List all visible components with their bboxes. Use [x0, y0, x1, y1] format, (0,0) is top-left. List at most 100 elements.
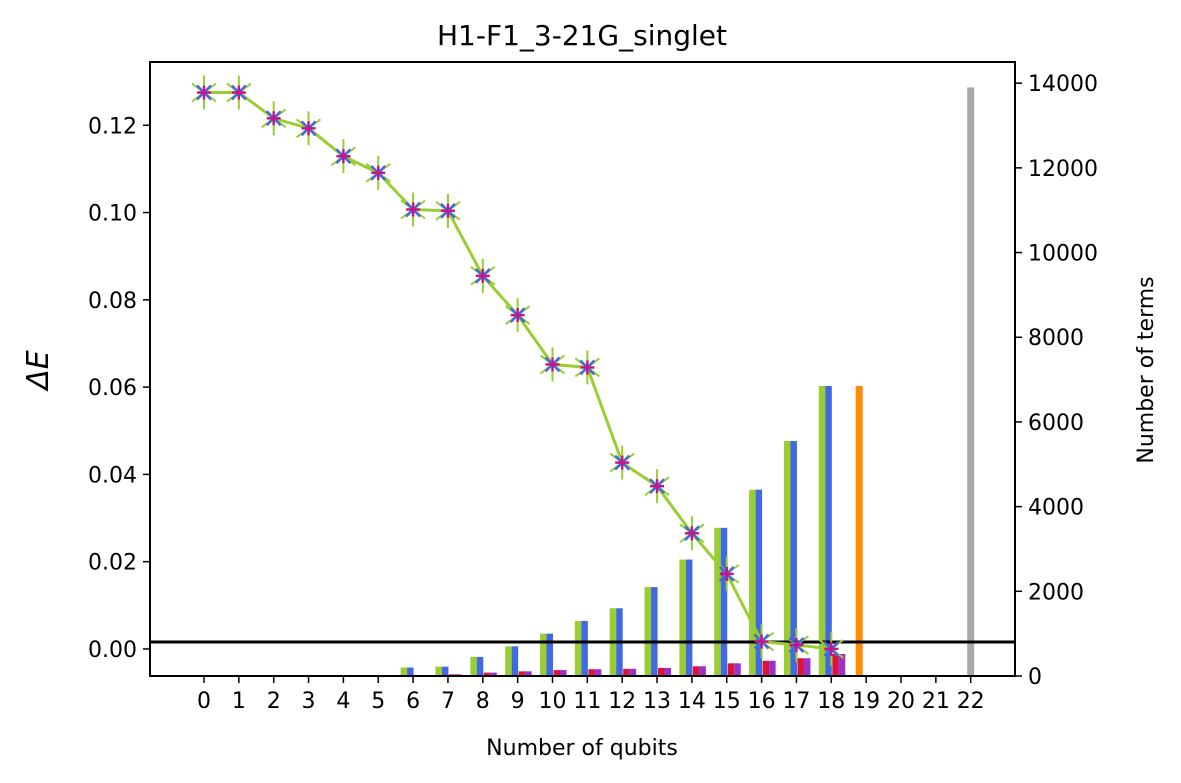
bar [714, 527, 721, 676]
bar [553, 670, 560, 676]
bar [692, 666, 700, 676]
bar [435, 666, 442, 676]
bar [797, 658, 804, 676]
x-tick-label: 9 [511, 689, 525, 714]
data-point [714, 556, 740, 591]
x-tick-label: 2 [267, 689, 281, 714]
x-axis-label: Number of qubits [486, 736, 678, 761]
data-point [783, 628, 810, 663]
bar [790, 440, 797, 676]
bar [783, 440, 791, 676]
bar [546, 633, 553, 676]
bar [967, 87, 975, 676]
bar [560, 670, 567, 676]
bar [762, 660, 770, 676]
x-tick-label: 22 [957, 689, 985, 714]
y-tick-label-right: 8000 [1028, 326, 1084, 351]
x-tick-label: 20 [887, 689, 915, 714]
data-point [818, 631, 844, 666]
x-tick-label: 18 [817, 689, 845, 714]
x-tick-label: 17 [782, 689, 810, 714]
x-tick-label: 4 [336, 689, 350, 714]
data-point [470, 258, 496, 293]
bar [505, 646, 512, 676]
x-tick-label: 3 [302, 689, 316, 714]
bar [832, 653, 839, 676]
data-point [295, 111, 322, 146]
bar [734, 663, 741, 676]
x-tick-label: 16 [748, 689, 776, 714]
x-tick-label: 19 [852, 689, 880, 714]
data-point [748, 624, 775, 659]
x-tick-label: 1 [232, 689, 246, 714]
y-tick-label-right: 12000 [1028, 157, 1098, 182]
bar [651, 587, 658, 676]
x-tick-label: 0 [197, 689, 211, 714]
bar [574, 620, 582, 676]
x-tick-label: 12 [608, 689, 636, 714]
bar [769, 660, 776, 676]
data-point [400, 192, 426, 227]
data-point [505, 298, 531, 333]
y-tick-label-left: 0.10 [88, 202, 137, 227]
bar [441, 666, 449, 676]
chart-title: H1-F1_3-21G_singlet [437, 19, 727, 52]
y-tick-label-right: 10000 [1028, 242, 1098, 267]
y-axis-label-right: Number of terms [1134, 276, 1159, 463]
x-tick-label: 15 [713, 689, 741, 714]
x-tick-label: 11 [573, 689, 601, 714]
bar [658, 667, 665, 676]
bar [629, 668, 637, 676]
data-point [574, 350, 600, 385]
bar [679, 559, 686, 676]
bar [400, 667, 408, 676]
y-tick-label-left: 0.08 [88, 289, 137, 314]
data-point [330, 139, 356, 174]
bar [407, 667, 414, 676]
y-tick-label-left: 0.02 [88, 551, 137, 576]
bar [685, 559, 693, 676]
bar [727, 663, 735, 676]
data-point [261, 101, 287, 136]
plot-frame [149, 61, 1016, 677]
data-point [226, 75, 252, 110]
y-tick-label-right: 6000 [1028, 411, 1084, 436]
x-tick-label: 7 [441, 689, 455, 714]
bar [749, 489, 756, 676]
bar [483, 672, 491, 676]
bar [490, 672, 497, 676]
data-point [191, 75, 217, 110]
bar [855, 385, 863, 676]
x-tick-label: 6 [406, 689, 420, 714]
data-point [644, 469, 670, 504]
data-point [539, 347, 566, 382]
y-tick-label-right: 4000 [1028, 496, 1084, 521]
x-tick-label: 10 [539, 689, 567, 714]
data-point [365, 155, 391, 190]
bar [470, 656, 477, 676]
data-point [609, 445, 635, 480]
y-axis-label-left: ΔE [21, 350, 56, 392]
bar [664, 667, 672, 676]
x-tick-label: 5 [371, 689, 385, 714]
x-tick-label: 13 [643, 689, 671, 714]
y-tick-label-right: 0 [1028, 665, 1042, 690]
data-point [435, 193, 461, 228]
y-tick-label-right: 2000 [1028, 580, 1084, 605]
bar [581, 620, 588, 676]
y-tick-label-right: 14000 [1028, 72, 1098, 97]
bar [755, 489, 763, 676]
bar [511, 646, 519, 676]
y-tick-label-left: 0.00 [88, 638, 137, 663]
y-tick-label-left: 0.12 [88, 114, 137, 139]
bar [476, 656, 484, 676]
axes: 0.00 0.02 0.04 0.06 0.08 0.10 0.12 0 2000 4000 600… [88, 61, 1098, 714]
x-tick-label: 14 [678, 689, 706, 714]
bar [818, 385, 826, 676]
bar [588, 669, 595, 676]
bar [623, 668, 630, 676]
bar [518, 671, 526, 676]
y-tick-label-left: 0.06 [88, 376, 137, 401]
